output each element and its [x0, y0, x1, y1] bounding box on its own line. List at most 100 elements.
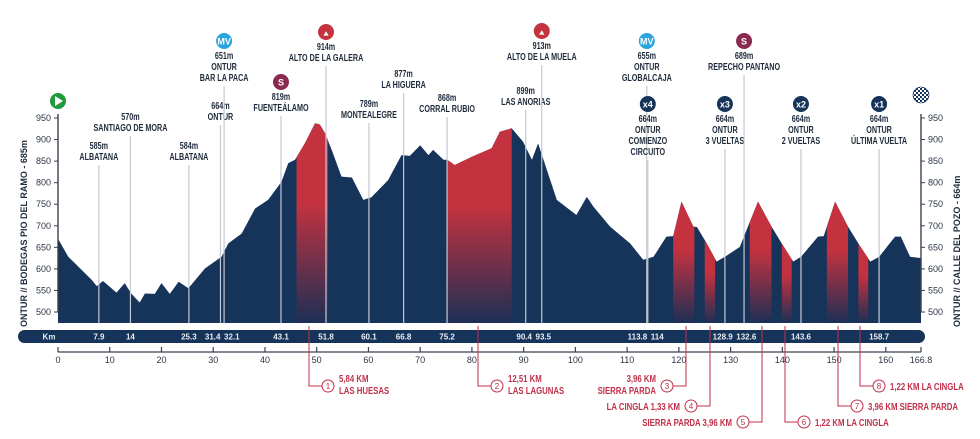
- x-tick-label: 80: [467, 355, 477, 365]
- marker-elevation: 585m: [90, 140, 109, 151]
- lap-counter-icon: x3: [716, 96, 733, 112]
- x-tick-label: 150: [827, 355, 842, 365]
- climb-callout-text: 12,51 KM: [508, 373, 542, 384]
- climb-number: 1: [326, 382, 331, 391]
- marker-name: ONTUR: [712, 124, 738, 135]
- climb-number: 4: [689, 402, 694, 411]
- svg-text:x2: x2: [796, 100, 806, 110]
- marker-name: COMIENZO: [628, 135, 667, 146]
- y-tick-label: 600: [36, 264, 51, 274]
- marker-elevation: 689m: [735, 50, 754, 61]
- marker-elevation: 914m: [317, 41, 336, 52]
- km-bar-value: 114: [651, 333, 664, 342]
- x-tick-label: 0: [55, 355, 60, 365]
- mountain-prize-icon: ⛰: [533, 23, 550, 39]
- svg-text:S: S: [741, 37, 747, 47]
- climb-callout-text: 1,22 KM LA CINGLA: [815, 417, 889, 428]
- climb-callout-text: 3,96 KM: [627, 373, 656, 384]
- x-tick-label: 160: [878, 355, 893, 365]
- marker-elevation: 789m: [360, 98, 379, 109]
- y-tick-label: 900: [36, 135, 51, 145]
- climb-number-badge: [321, 379, 335, 393]
- climb-number: 6: [802, 418, 807, 427]
- marker-name: ALBATANA: [79, 151, 118, 162]
- marker-name: BAR LA PACA: [200, 72, 249, 83]
- climb-number: 3: [665, 382, 670, 391]
- callout-leader-line: [859, 326, 873, 387]
- marker-name: ONTUR: [208, 111, 234, 122]
- marker-name: 3 VUELTAS: [706, 135, 745, 146]
- svg-text:⛰: ⛰: [322, 31, 329, 38]
- climb-number-badge: [660, 379, 674, 393]
- marker-name: CORRAL RUBIO: [419, 103, 475, 114]
- marker-name: GLOBALCAJA: [622, 72, 673, 83]
- km-bar-value: 93.5: [536, 333, 552, 342]
- lap-counter-icon: x2: [792, 96, 809, 112]
- callout-leader-line: [697, 326, 711, 407]
- x-tick-label: 166.8: [910, 355, 933, 365]
- km-bar-value: 14: [126, 333, 135, 342]
- km-bar-label: Km: [43, 333, 56, 342]
- climb-number: 8: [877, 382, 882, 391]
- climb-segment-5: [749, 201, 772, 323]
- marker-elevation: 819m: [272, 91, 291, 102]
- marker-name: REPECHO PANTANO: [708, 61, 780, 72]
- start-play-icon: [50, 93, 66, 109]
- marker-name: ALTO DE LA GALERA: [289, 52, 364, 63]
- callout-leader-line: [308, 326, 322, 387]
- climb-callout-6: 6 1,22 KM LA CINGLA: [784, 326, 889, 429]
- marker-elevation: 655m: [638, 50, 657, 61]
- marker-name: LA HIGUERA: [381, 79, 426, 90]
- marker-elevation: 570m: [121, 111, 140, 122]
- climb-callout-8: 8 1,22 KM LA CINGLA: [859, 326, 964, 393]
- y-tick-label: 800: [36, 178, 51, 188]
- climb-number: 7: [855, 402, 860, 411]
- x-tick-label: 120: [671, 355, 686, 365]
- marker-name: ONTUR: [788, 124, 814, 135]
- callout-leader-line: [477, 326, 491, 387]
- climb-callout-7: 7 3,96 KM SIERRA PARDA: [837, 326, 958, 413]
- marker-name: ALBATANA: [169, 151, 208, 162]
- climb-number-badge: [684, 399, 698, 413]
- marker-elevation: 651m: [215, 50, 234, 61]
- x-tick-label: 100: [568, 355, 583, 365]
- marker-elevation: 664m: [211, 100, 230, 111]
- y-tick-label: 700: [36, 221, 51, 231]
- climb-segment-7: [826, 201, 849, 323]
- y-tick-label: 500: [36, 307, 51, 317]
- marker-name: ONTUR: [211, 61, 237, 72]
- x-tick-label: 90: [519, 355, 529, 365]
- svg-text:x1: x1: [874, 100, 884, 110]
- climb-segment-1: [296, 123, 329, 323]
- x-tick-label: 70: [415, 355, 425, 365]
- km-bar-value: 132.6: [736, 333, 757, 342]
- climb-callout-text: 3,96 KM SIERRA PARDA: [868, 401, 958, 412]
- svg-text:x4: x4: [643, 100, 653, 110]
- marker-elevation: 877m: [394, 68, 413, 79]
- marker-elevation: 913m: [533, 40, 552, 51]
- km-bar-value: 32.1: [224, 333, 240, 342]
- marker-name: MONTEALEGRE: [341, 109, 397, 120]
- svg-text:⛰: ⛰: [538, 30, 545, 37]
- meta-volante-icon: MV: [216, 33, 233, 49]
- x-tick-label: 50: [312, 355, 322, 365]
- meta-volante-icon: MV: [638, 33, 655, 49]
- climb-number-badge: [797, 415, 811, 429]
- marker-name: CIRCUITO: [631, 146, 666, 157]
- climb-callout-4: 4 LA CINGLA 1,33 KM: [607, 326, 711, 413]
- y-tick-label: 950: [36, 113, 51, 123]
- svg-text:S: S: [278, 78, 284, 88]
- km-bar-value: 128.9: [713, 333, 734, 342]
